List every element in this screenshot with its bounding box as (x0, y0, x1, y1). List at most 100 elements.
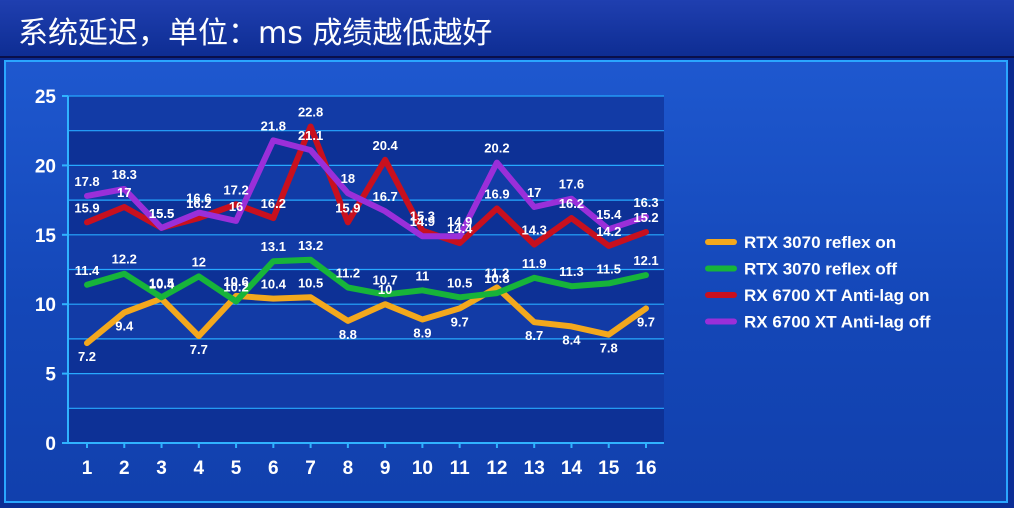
x-tick-label: 9 (380, 458, 391, 479)
legend-label: RTX 3070 reflex off (744, 260, 897, 279)
data-label: 16.2 (186, 196, 211, 211)
y-tick-label: 5 (45, 365, 56, 386)
data-label: 16.6 (186, 191, 211, 206)
data-label: 17 (527, 185, 541, 200)
data-label: 11.2 (336, 266, 361, 281)
data-label: 14.3 (522, 223, 547, 238)
x-tick-label: 1 (82, 458, 93, 479)
data-label: 10.6 (223, 274, 248, 289)
data-label: 16.7 (372, 189, 397, 204)
data-label: 8.7 (525, 328, 543, 343)
x-tick-label: 15 (598, 458, 620, 479)
data-label: 10.2 (223, 279, 248, 294)
data-label: 13.2 (298, 238, 323, 253)
data-label: 13.1 (261, 239, 286, 254)
plot-band (68, 96, 664, 131)
data-label: 8.9 (413, 325, 431, 340)
y-tick-label: 0 (45, 434, 56, 455)
data-label: 14.9 (410, 214, 435, 229)
y-tick-label: 20 (35, 156, 56, 177)
data-label: 17.2 (223, 182, 248, 197)
data-label: 10.4 (261, 277, 287, 292)
chart-title: 系统延迟，单位：ms 成绩越低越好 (18, 16, 493, 51)
legend-label: RX 6700 XT Anti-lag off (744, 313, 931, 332)
x-tick-label: 12 (486, 458, 507, 479)
data-label: 10.7 (372, 272, 397, 287)
data-label: 21.8 (261, 118, 286, 133)
x-tick-label: 5 (231, 458, 242, 479)
data-label: 11 (416, 268, 430, 283)
data-label: 11.5 (596, 261, 621, 276)
y-tick-label: 10 (35, 295, 56, 316)
y-tick-label: 25 (35, 87, 57, 108)
plot-band (68, 234, 664, 270)
y-tick-label: 15 (35, 226, 57, 247)
data-label: 16.9 (484, 186, 509, 201)
data-label: 18.3 (112, 167, 137, 182)
data-label: 10.5 (149, 275, 174, 290)
data-label: 15.5 (149, 206, 174, 221)
plot-band (68, 373, 664, 409)
data-label: 16.3 (633, 195, 658, 210)
x-tick-label: 4 (194, 458, 205, 479)
title-bar: 系统延迟，单位：ms 成绩越低越好 (0, 0, 1014, 58)
data-label: 21.1 (298, 128, 323, 143)
data-label: 11.3 (559, 264, 584, 279)
data-label: 14.4 (447, 221, 473, 236)
x-tick-label: 14 (561, 458, 583, 479)
data-label: 12 (192, 254, 206, 269)
plot-band (68, 338, 664, 374)
x-tick-label: 8 (343, 458, 354, 479)
data-label: 15.9 (74, 200, 99, 215)
x-tick-label: 7 (305, 458, 316, 479)
data-label: 15.9 (335, 200, 360, 215)
x-tick-label: 11 (450, 458, 471, 479)
data-label: 7.8 (600, 341, 618, 356)
data-label: 18 (341, 171, 355, 186)
data-label: 10.8 (484, 271, 509, 286)
x-tick-label: 6 (268, 458, 279, 479)
data-label: 11.4 (75, 263, 100, 278)
data-label: 8.4 (562, 332, 581, 347)
data-label: 16.2 (261, 196, 286, 211)
data-label: 9.7 (451, 314, 469, 329)
series-line-0 (84, 284, 649, 347)
x-tick-label: 10 (412, 458, 433, 479)
data-label: 15.3 (410, 209, 435, 224)
data-label: 11.9 (522, 256, 547, 271)
data-label: 14.2 (596, 224, 621, 239)
data-label: 10.5 (298, 275, 323, 290)
data-label: 12.2 (112, 252, 137, 267)
series-line-3 (84, 137, 649, 240)
legend-label: RTX 3070 reflex on (744, 233, 896, 252)
data-label: 12.1 (633, 253, 658, 268)
data-label: 7.2 (78, 349, 96, 364)
data-label: 8.8 (339, 327, 357, 342)
data-label: 14.9 (447, 214, 472, 229)
x-tick-label: 3 (156, 458, 167, 479)
data-label: 16 (229, 199, 243, 214)
data-label: 17.8 (74, 174, 99, 189)
data-label: 9.4 (115, 319, 134, 334)
data-label: 16.2 (559, 196, 584, 211)
x-tick-label: 13 (524, 458, 545, 479)
data-label: 7.7 (190, 342, 208, 357)
plot-band (68, 408, 664, 443)
data-label: 22.8 (298, 105, 323, 120)
series-line-1 (84, 256, 649, 305)
data-label: 20.2 (484, 141, 509, 156)
data-label: 11.2 (485, 266, 510, 281)
data-label: 9.7 (637, 314, 655, 329)
data-label: 15.4 (596, 207, 622, 222)
data-label: 20.4 (372, 138, 398, 153)
data-label: 17.6 (559, 177, 584, 192)
data-label: 15.2 (633, 210, 658, 225)
data-label: 10.5 (447, 275, 472, 290)
plot-band (68, 130, 664, 166)
data-label: 15.5 (149, 206, 174, 221)
data-label: 10.4 (149, 277, 175, 292)
data-label: 17 (117, 185, 131, 200)
x-tick-label: 2 (119, 458, 130, 479)
